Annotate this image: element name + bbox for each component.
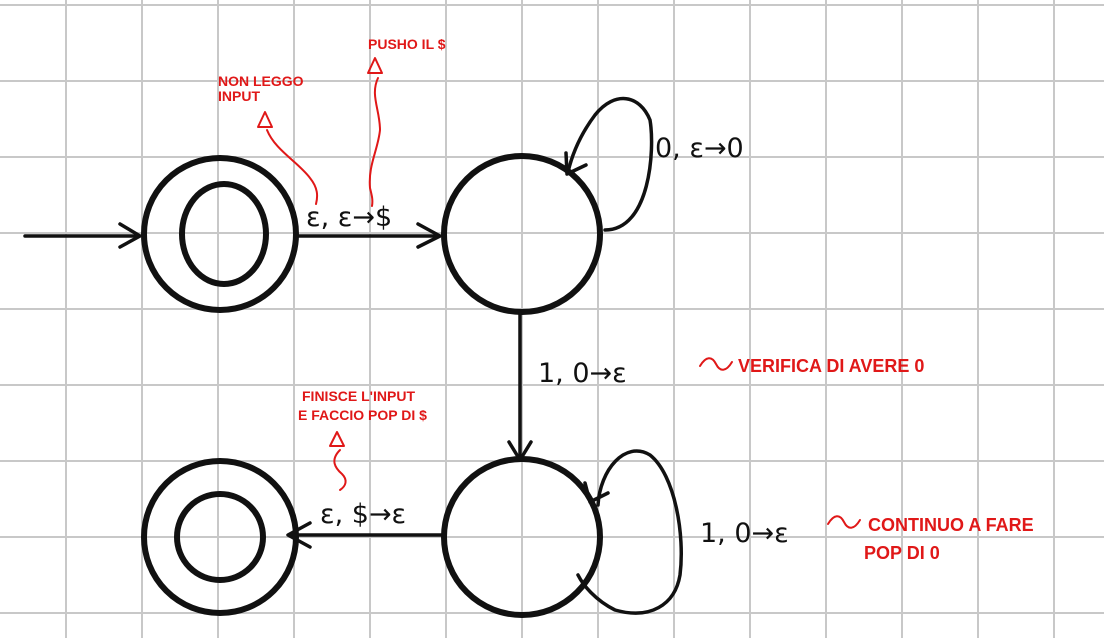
state-q1	[441, 153, 603, 315]
note-pusho-pointer	[367, 57, 383, 207]
note-pusho: PUSHO IL $	[368, 36, 446, 52]
label-q1-q2: 1, 0→ε	[538, 358, 627, 389]
label-q0-q1: ε, ε→$	[306, 202, 392, 233]
state-q0	[141, 155, 299, 313]
start-arrowhead	[118, 222, 142, 249]
note-finisce-line2: E FACCIO POP DI $	[298, 407, 427, 423]
note-non-leggo-line1: NON LEGGO	[218, 73, 304, 89]
edge-q2-q3-arrowhead	[286, 521, 312, 549]
note-continuo-line1: CONTINUO A FARE	[868, 515, 1034, 535]
note-non-leggo-line2: INPUT	[218, 88, 260, 104]
note-continuo-line2: POP DI 0	[864, 543, 940, 563]
note-continuo-pointer	[827, 515, 861, 529]
loop-q2	[576, 449, 683, 615]
note-finisce-pointer	[329, 431, 347, 491]
label-loop-q2: 1, 0→ε	[700, 518, 789, 549]
state-q2	[441, 456, 603, 618]
edge-q1-q2-arrowhead	[507, 440, 533, 462]
label-loop-q1: 0, ε→0	[655, 133, 744, 164]
note-non-leggo-pointer	[257, 111, 319, 205]
label-q2-q3: ε, $→ε	[320, 499, 406, 530]
note-verifica: VERIFICA DI AVERE 0	[738, 356, 924, 376]
loop-q1-arrowhead	[564, 151, 588, 176]
note-verifica-pointer	[699, 357, 733, 371]
note-finisce-line1: FINISCE L'INPUT	[302, 388, 415, 404]
state-q3	[141, 458, 299, 616]
loop-q1	[566, 97, 654, 232]
edge-q0-q1-arrowhead	[416, 222, 442, 249]
loop-q2-arrowhead	[583, 481, 610, 504]
